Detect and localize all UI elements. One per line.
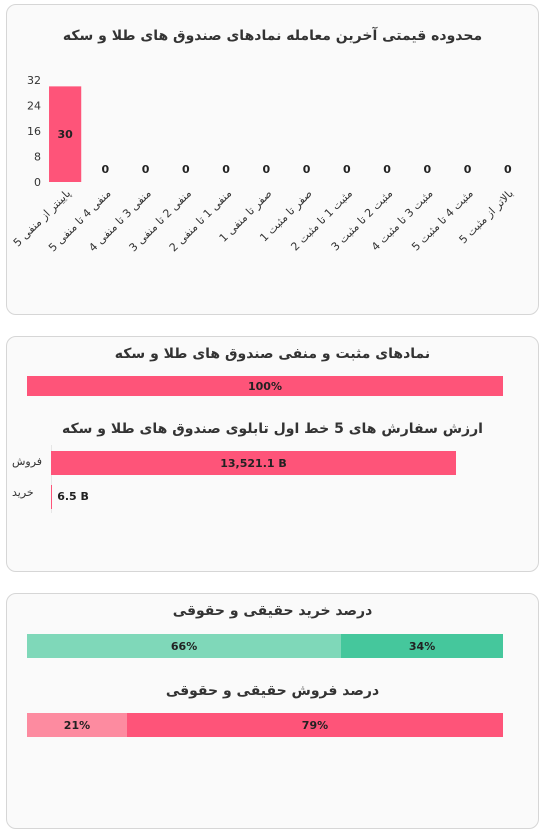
- pos-neg-title: نمادهای مثبت و منفی صندوق های طلا و سکه: [114, 346, 431, 362]
- bar-value-label: 0: [464, 163, 472, 176]
- sell-left-label: 21%: [63, 718, 91, 732]
- price-range-title: محدوده قیمتی آخرین معامله نمادهای صندوق …: [62, 28, 483, 44]
- buy-real-legal-left-segment: 66%: [27, 634, 342, 658]
- buy-real-legal-bar: 66% 34%: [27, 634, 503, 658]
- bar-value-label: 0: [504, 163, 512, 176]
- y-tick-label: 0: [34, 176, 41, 189]
- sell-value-label: 13,521.1 B: [220, 456, 287, 470]
- pos-neg-bar-label: 100%: [248, 379, 282, 393]
- bar-value-label: 0: [263, 163, 271, 176]
- bar-value-label: 0: [303, 163, 311, 176]
- buy-real-legal-right-segment: 34%: [341, 634, 503, 658]
- bar-value-label: 30: [57, 128, 73, 141]
- sell-real-legal-left-segment: 21%: [27, 713, 127, 737]
- bar-value-label: 0: [182, 163, 190, 176]
- bar-value-label: 0: [222, 163, 230, 176]
- sell-row-label: فروش: [12, 455, 43, 468]
- pos-neg-bar-segment: 100%: [27, 376, 503, 396]
- bar-value-label: 0: [102, 163, 110, 176]
- buy-right-label: 34%: [408, 639, 436, 653]
- bar: [49, 86, 82, 182]
- bar-value-label: 0: [142, 163, 150, 176]
- order-value-title: ارزش سفارش های 5 خط اول تابلوی صندوق های…: [62, 421, 483, 437]
- y-tick-label: 8: [34, 151, 41, 164]
- sell-bar-segment: 13,521.1 B: [51, 451, 456, 475]
- bar-value-label: 0: [383, 163, 391, 176]
- price-range-card: محدوده قیمتی آخرین معامله نمادهای صندوق …: [6, 4, 539, 315]
- buy-left-label: 66%: [170, 639, 198, 653]
- bar-value-label: 0: [343, 163, 351, 176]
- buy-value-label: 6.5 B: [57, 490, 89, 503]
- pos-neg-bar: 100%: [27, 376, 503, 396]
- real-legal-card: درصد خرید حقیقی و حقوقی 66% 34% درصد فرو…: [6, 593, 539, 829]
- y-tick-label: 24: [27, 100, 41, 113]
- sell-real-legal-right-segment: 79%: [126, 713, 503, 737]
- buy-real-legal-title: درصد خرید حقیقی و حقوقی: [172, 603, 373, 619]
- y-tick-label: 16: [27, 125, 41, 138]
- sell-bar: 13,521.1 B: [51, 451, 501, 475]
- bar-value-label: 0: [424, 163, 432, 176]
- buy-row-label: خرید: [12, 486, 34, 499]
- sell-real-legal-bar: 21% 79%: [27, 713, 503, 737]
- order-value-axis-line: [51, 445, 52, 513]
- buy-bar: 6.5 B: [51, 485, 501, 509]
- sell-right-label: 79%: [301, 718, 329, 732]
- symbols-orders-card: نمادهای مثبت و منفی صندوق های طلا و سکه …: [6, 336, 539, 572]
- y-tick-label: 32: [27, 74, 41, 87]
- sell-real-legal-title: درصد فروش حقیقی و حقوقی: [165, 683, 380, 699]
